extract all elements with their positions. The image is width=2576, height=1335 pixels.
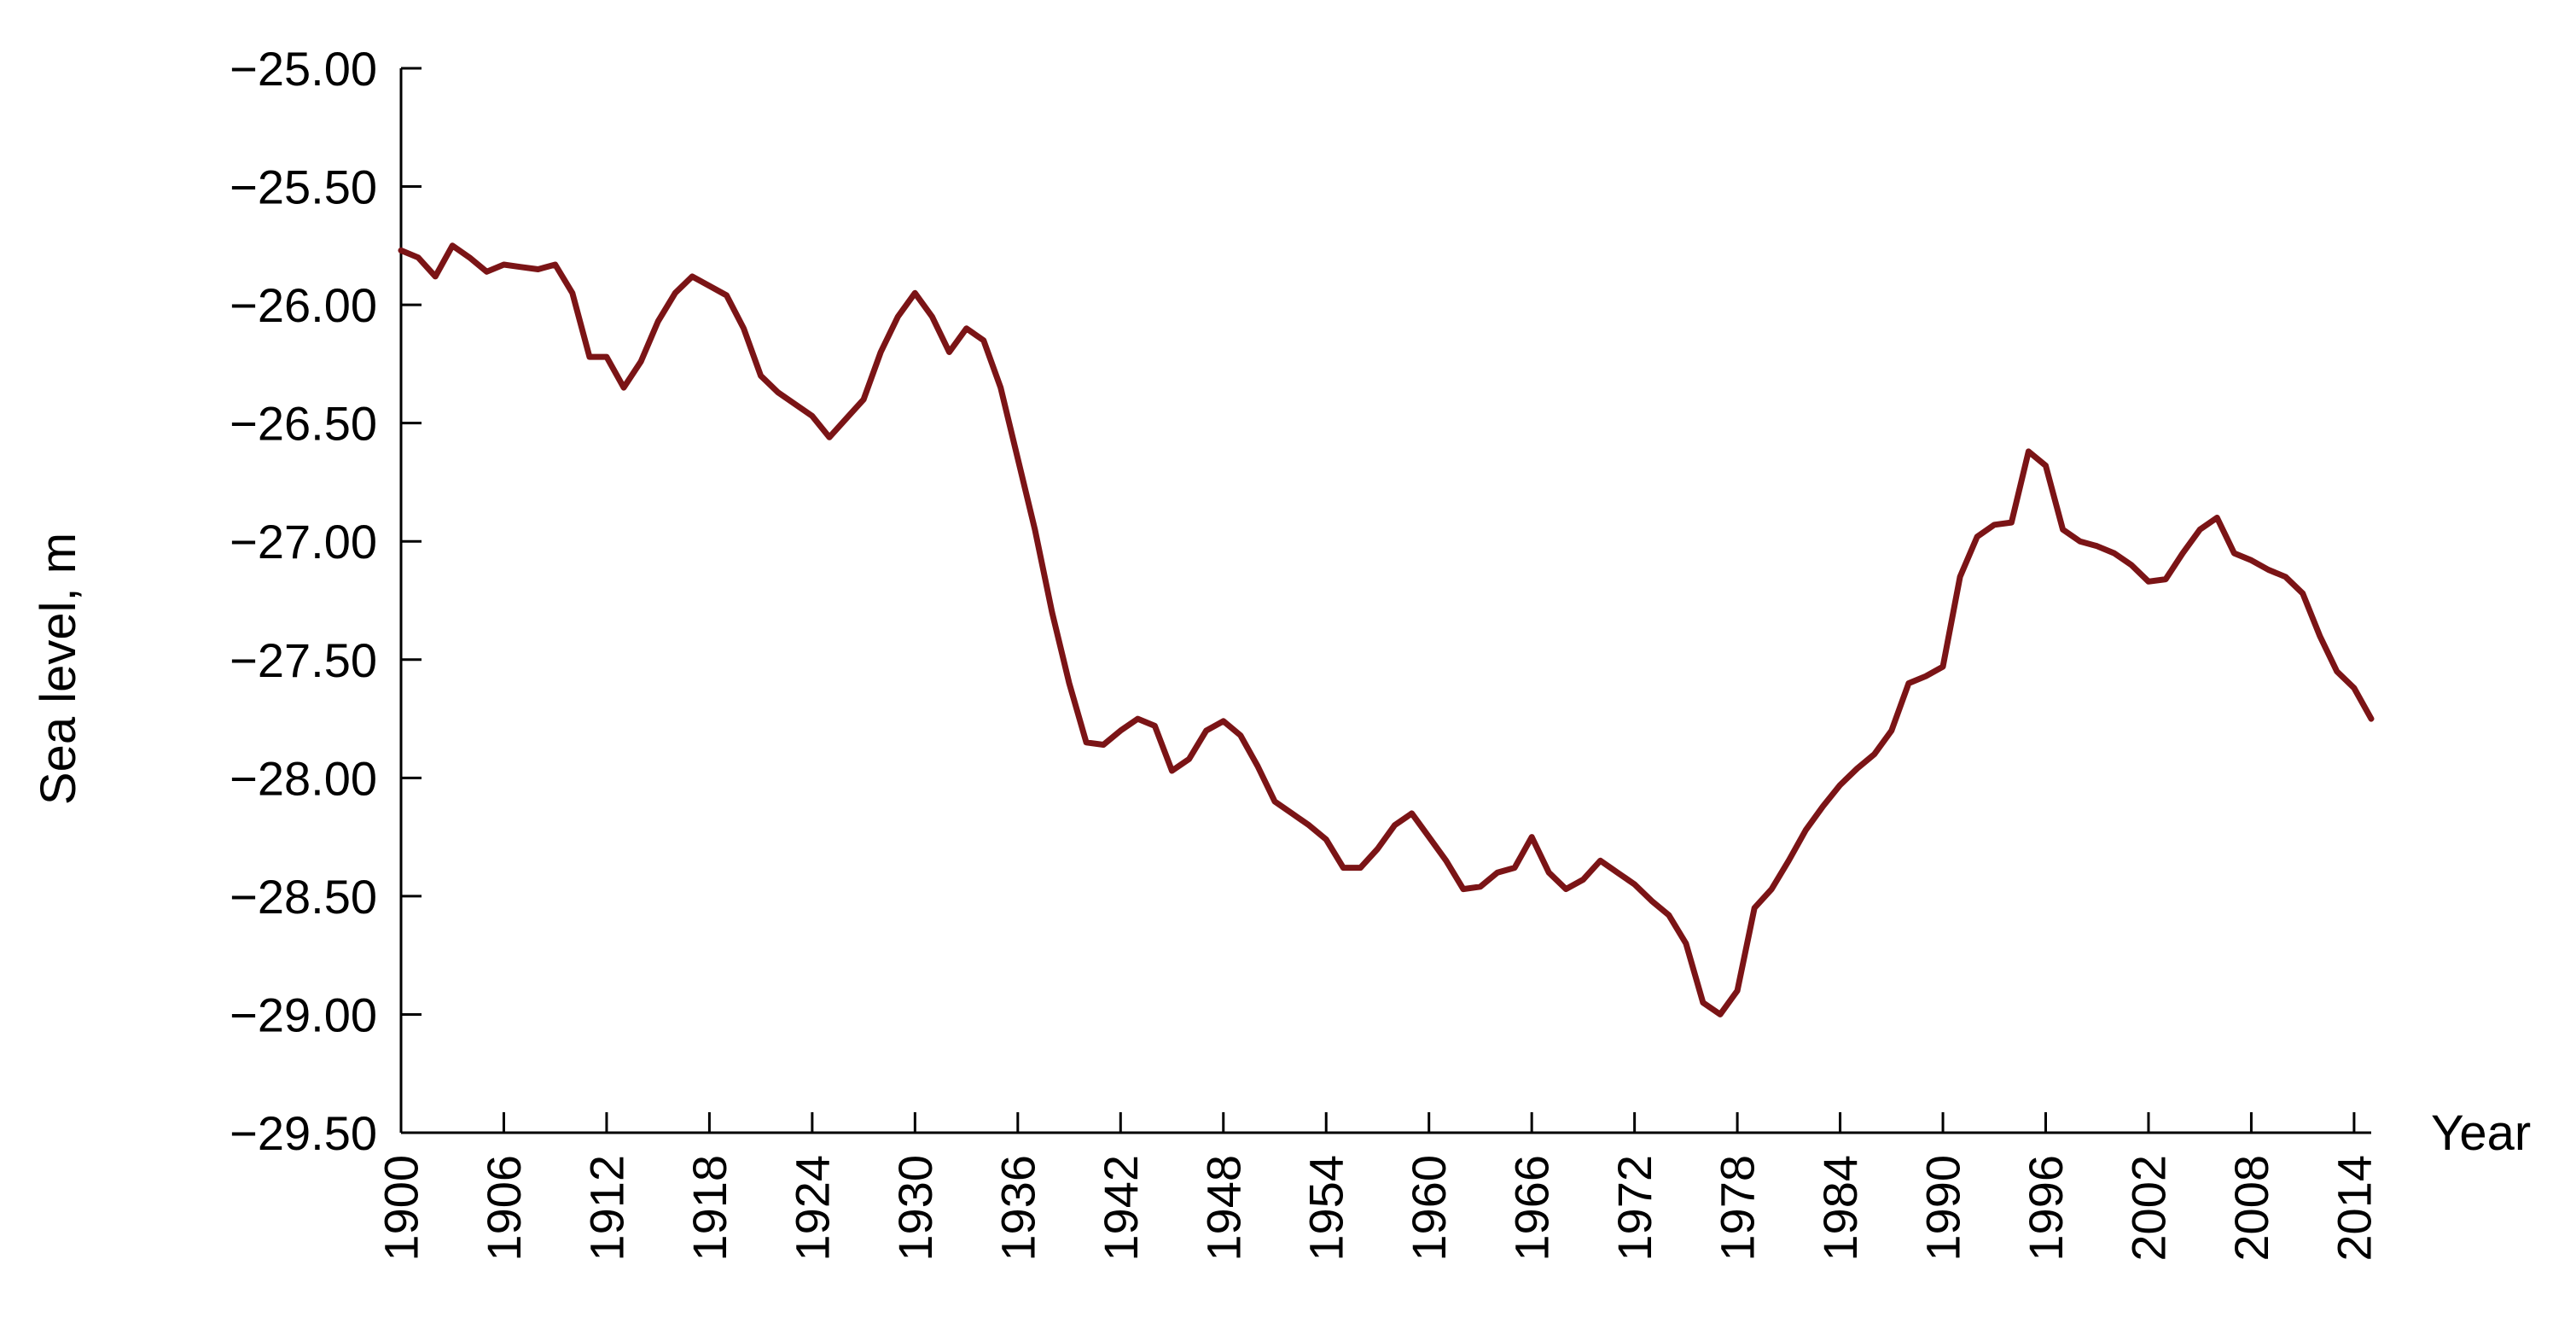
y-tick-label: −29.00 bbox=[230, 988, 377, 1041]
sea-level-series-line bbox=[398, 242, 2375, 1017]
x-tick-label: 1948 bbox=[1196, 1155, 1250, 1262]
x-tick-label: 1966 bbox=[1505, 1155, 1559, 1262]
x-tick-label: 1954 bbox=[1300, 1155, 1353, 1262]
y-tick-label: −28.50 bbox=[230, 870, 377, 924]
y-tick-label: −26.00 bbox=[230, 278, 377, 332]
y-axis-ticks: −25.00 −25.50 −26.00 −26.50 −27.00 −27.50 −28.… bbox=[230, 42, 422, 1160]
y-tick-label: −27.00 bbox=[230, 515, 377, 568]
x-tick-label: 1972 bbox=[1608, 1155, 1661, 1262]
x-axis-ticks: 1900 1906 1912 1918 1924 1930 1936 1942 1948 1954… bbox=[375, 1112, 2381, 1262]
x-tick-label: 2014 bbox=[2327, 1155, 2381, 1262]
y-tick-label: −26.50 bbox=[230, 397, 377, 451]
y-tick-label: −27.50 bbox=[230, 633, 377, 687]
y-tick-label: −25.50 bbox=[230, 160, 377, 214]
x-tick-label: 1960 bbox=[1402, 1155, 1456, 1262]
x-tick-label: 1912 bbox=[579, 1155, 633, 1262]
x-tick-label: 1936 bbox=[991, 1155, 1044, 1262]
x-tick-label: 1900 bbox=[375, 1155, 428, 1262]
y-tick-label: −25.00 bbox=[230, 42, 377, 96]
y-tick-label: −28.00 bbox=[230, 751, 377, 805]
x-tick-label: 1984 bbox=[1813, 1155, 1867, 1262]
x-tick-label: 2002 bbox=[2121, 1155, 2175, 1262]
x-tick-label: 1990 bbox=[1916, 1155, 1970, 1262]
x-tick-label: 1924 bbox=[785, 1155, 839, 1262]
x-tick-label: 1996 bbox=[2019, 1155, 2073, 1262]
y-axis-title: Sea level, m bbox=[31, 533, 86, 805]
x-tick-label: 1978 bbox=[1711, 1155, 1765, 1262]
x-tick-label: 1942 bbox=[1094, 1155, 1148, 1262]
y-tick-label: −29.50 bbox=[230, 1106, 377, 1160]
x-tick-label: 1930 bbox=[888, 1155, 942, 1262]
x-axis-title: Year bbox=[2431, 1105, 2531, 1161]
x-tick-label: 1918 bbox=[683, 1155, 736, 1262]
x-tick-label: 2008 bbox=[2224, 1155, 2278, 1262]
x-tick-label: 1906 bbox=[477, 1155, 531, 1262]
